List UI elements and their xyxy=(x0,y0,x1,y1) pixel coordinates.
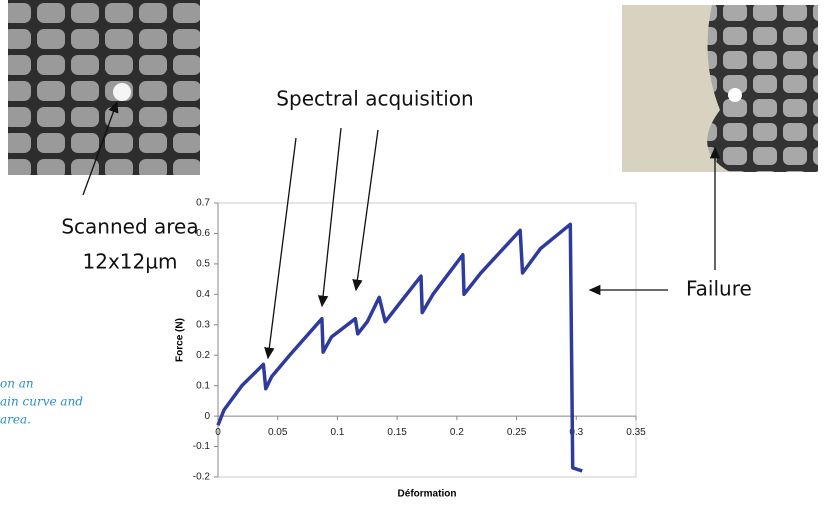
y-tick-label: 0.1 xyxy=(196,380,210,391)
data-line xyxy=(216,222,583,473)
y-axis-label: Force (N) xyxy=(175,318,186,362)
y-tick-label: 0.6 xyxy=(196,228,210,239)
x-tick-label: 0.35 xyxy=(626,427,646,438)
arrows xyxy=(82,100,721,360)
y-tick-label: 0 xyxy=(204,411,210,422)
x-tick-label: 0.25 xyxy=(507,427,527,438)
annotation: Failure xyxy=(686,277,752,301)
x-tick-label: 0.2 xyxy=(450,427,464,438)
x-axis-label: Déformation xyxy=(398,489,457,500)
left-micrograph xyxy=(8,0,200,175)
x-tick-label: 0 xyxy=(215,427,221,438)
caption: ain curve and xyxy=(0,395,83,409)
y-tick-label: 0.3 xyxy=(196,319,210,330)
x-tick-label: 0.15 xyxy=(387,427,407,438)
y-tick-label: 0.4 xyxy=(196,289,210,300)
y-tick-label: 0.2 xyxy=(196,350,210,361)
annotation: 12x12µm xyxy=(83,250,178,274)
caption: on an xyxy=(0,377,34,391)
y-tick-label: 0.5 xyxy=(196,259,210,270)
x-tick-label: 0.1 xyxy=(330,427,344,438)
annotation: Scanned area xyxy=(61,215,198,239)
right-micrograph xyxy=(622,5,818,172)
y-tick-label: -0.2 xyxy=(193,472,211,483)
caption: area. xyxy=(0,413,31,427)
y-tick-label: 0.7 xyxy=(196,198,210,209)
annotation: Spectral acquisition xyxy=(276,87,473,111)
x-tick-label: 0.3 xyxy=(569,427,583,438)
x-tick-label: 0.05 xyxy=(268,427,288,438)
y-tick-label: -0.1 xyxy=(193,441,211,452)
